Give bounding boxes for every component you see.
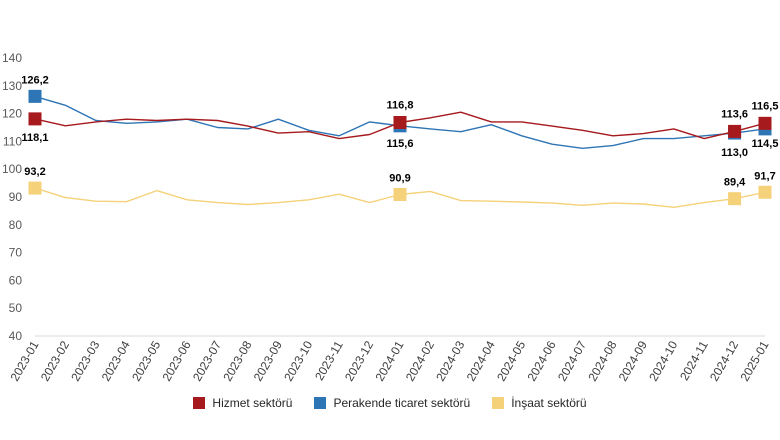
x-tick-label: 2024-12 — [707, 338, 741, 383]
data-marker-2 — [728, 192, 742, 206]
x-tick-label: 2024-01 — [372, 338, 406, 383]
y-tick-label: 100 — [2, 162, 22, 176]
y-tick-label: 40 — [9, 329, 23, 343]
x-tick-label: 2023-08 — [220, 338, 254, 383]
data-label: 116,8 — [387, 99, 414, 111]
data-marker-2 — [28, 181, 42, 195]
y-tick-label: 90 — [9, 190, 23, 204]
x-tick-label: 2023-01 — [7, 338, 41, 383]
legend-swatch-perakende — [314, 397, 327, 409]
x-tick-label: 2024-10 — [646, 338, 680, 383]
data-label: 89,4 — [724, 177, 746, 189]
data-marker-0 — [728, 124, 742, 138]
x-tick-label: 2025-01 — [737, 338, 771, 383]
data-label: 114,5 — [752, 138, 779, 150]
data-label: 118,1 — [22, 132, 49, 144]
data-label: 116,5 — [752, 100, 779, 112]
x-tick-label: 2023-10 — [281, 338, 315, 383]
data-label: 90,9 — [389, 172, 410, 184]
x-axis: 2023-012023-022023-032023-042023-052023-… — [7, 335, 772, 384]
data-label: 113,0 — [721, 147, 748, 159]
legend-label-hizmet: Hizmet sektörü — [212, 396, 293, 410]
x-tick-label: 2024-03 — [433, 338, 467, 383]
data-marker-2 — [393, 187, 407, 201]
data-label: 115,6 — [387, 138, 414, 150]
x-tick-label: 2023-05 — [129, 338, 163, 383]
y-tick-label: 70 — [9, 246, 23, 260]
y-tick-label: 120 — [2, 107, 22, 121]
data-label: 113,6 — [721, 108, 748, 120]
legend-item-perakende: Perakende ticaret sektörü — [314, 396, 470, 410]
series-markers — [28, 89, 772, 206]
x-tick-label: 2024-02 — [403, 338, 437, 383]
x-tick-label: 2024-05 — [494, 338, 528, 383]
legend-item-insaat: İnşaat sektörü — [492, 396, 587, 410]
data-marker-1 — [28, 89, 42, 103]
y-tick-label: 50 — [9, 301, 23, 315]
x-tick-label: 2023-09 — [251, 338, 285, 383]
x-tick-label: 2023-06 — [160, 338, 194, 383]
x-tick-label: 2024-07 — [555, 338, 589, 383]
x-tick-label: 2023-04 — [99, 338, 133, 383]
x-tick-label: 2024-11 — [677, 338, 711, 383]
legend-swatch-insaat — [492, 397, 505, 409]
x-tick-label: 2023-07 — [190, 338, 224, 383]
x-tick-label: 2024-08 — [585, 338, 619, 383]
data-label: 126,2 — [21, 74, 49, 86]
y-tick-label: 140 — [2, 51, 22, 65]
y-tick-label: 110 — [3, 134, 22, 148]
legend-item-hizmet: Hizmet sektörü — [193, 396, 292, 410]
data-label: 91,7 — [754, 170, 775, 182]
legend-swatch-hizmet — [193, 397, 206, 409]
data-labels: 118,1 116,8 113,6 116,5 126,2 115,6 113,0 114,5… — [21, 74, 778, 188]
y-tick-label: 130 — [2, 79, 22, 93]
y-axis: 40 50 60 70 80 90 100 110 120 130 140 — [2, 51, 22, 343]
data-label: 93,2 — [24, 166, 45, 178]
x-tick-label: 2024-09 — [616, 338, 650, 383]
x-tick-label: 2023-11 — [312, 338, 346, 383]
x-tick-label: 2024-04 — [464, 338, 498, 383]
data-marker-2 — [758, 185, 772, 199]
data-marker-0 — [758, 116, 772, 130]
legend-label-perakende: Perakende ticaret sektörü — [333, 396, 471, 410]
legend-label-insaat: İnşaat sektörü — [511, 396, 587, 410]
y-tick-label: 60 — [9, 273, 23, 287]
data-marker-0 — [28, 112, 42, 126]
x-tick-label: 2023-03 — [68, 338, 102, 383]
data-marker-0 — [393, 115, 407, 129]
x-tick-label: 2023-12 — [342, 338, 376, 383]
chart-legend: Hizmet sektörü Perakende ticaret sektörü… — [0, 396, 780, 410]
x-tick-label: 2023-02 — [38, 338, 72, 383]
x-tick-label: 2024-06 — [525, 338, 559, 383]
y-tick-label: 80 — [9, 218, 23, 232]
